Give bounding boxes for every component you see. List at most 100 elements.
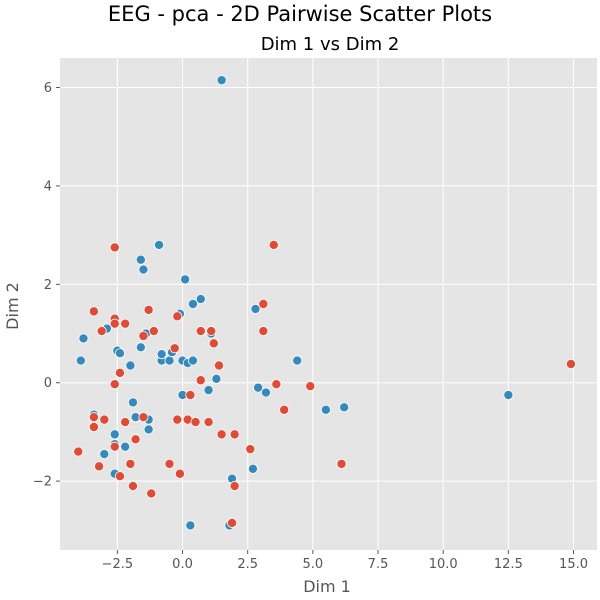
data-point bbox=[114, 471, 125, 482]
data-point bbox=[253, 382, 264, 393]
x-tick-label: 10.0 bbox=[429, 557, 458, 572]
data-point bbox=[120, 417, 131, 428]
data-point bbox=[258, 326, 269, 337]
x-tick-label: 12.5 bbox=[494, 557, 523, 572]
data-point bbox=[214, 360, 225, 371]
x-axis-label: Dim 1 bbox=[303, 577, 351, 596]
data-point bbox=[78, 333, 89, 344]
data-point bbox=[120, 318, 131, 329]
data-point bbox=[88, 306, 99, 317]
data-point bbox=[227, 517, 238, 528]
data-point bbox=[260, 387, 271, 398]
data-point bbox=[258, 298, 269, 309]
data-point bbox=[130, 434, 141, 445]
gridlines bbox=[60, 58, 597, 550]
y-tick-label: 2 bbox=[44, 278, 52, 293]
data-point bbox=[135, 254, 146, 265]
data-point bbox=[125, 458, 136, 469]
data-point bbox=[114, 348, 125, 359]
y-tick-label: 4 bbox=[44, 179, 52, 194]
data-point bbox=[195, 326, 206, 337]
data-point bbox=[245, 444, 256, 455]
data-point bbox=[143, 424, 154, 435]
data-point bbox=[164, 458, 175, 469]
data-point bbox=[73, 446, 84, 457]
data-point bbox=[135, 342, 146, 353]
data-point bbox=[109, 429, 120, 440]
data-point bbox=[109, 379, 120, 390]
x-tick-label: 15.0 bbox=[559, 557, 588, 572]
data-point bbox=[195, 294, 206, 305]
data-point bbox=[292, 355, 303, 366]
data-point bbox=[109, 318, 120, 329]
y-axis-ticks: −2 0 2 4 6 bbox=[33, 81, 60, 490]
data-point bbox=[187, 298, 198, 309]
data-point bbox=[88, 421, 99, 432]
x-axis-ticks: −2.5 0.0 2.5 5.0 7.5 10.0 12.5 15.0 bbox=[102, 550, 588, 572]
data-point bbox=[143, 304, 154, 315]
data-point bbox=[229, 481, 240, 492]
data-point bbox=[99, 414, 110, 425]
data-point bbox=[164, 355, 175, 366]
figure-title: EEG - pca - 2D Pairwise Scatter Plots bbox=[107, 2, 493, 26]
data-point bbox=[94, 461, 105, 472]
data-point bbox=[211, 373, 222, 384]
data-point bbox=[279, 404, 290, 415]
chart-title: Dim 1 vs Dim 2 bbox=[261, 34, 400, 55]
data-point bbox=[146, 488, 157, 499]
data-point bbox=[305, 381, 316, 392]
data-point bbox=[148, 326, 159, 337]
y-tick-label: 6 bbox=[44, 81, 52, 96]
data-point bbox=[172, 414, 183, 425]
x-tick-label: 2.5 bbox=[237, 557, 258, 572]
x-tick-label: 5.0 bbox=[303, 557, 324, 572]
data-point bbox=[216, 429, 227, 440]
data-point bbox=[114, 367, 125, 378]
data-point bbox=[172, 311, 183, 322]
data-point bbox=[271, 379, 282, 390]
data-point bbox=[180, 274, 191, 285]
data-point bbox=[127, 481, 138, 492]
data-point bbox=[96, 326, 107, 337]
x-tick-label: −2.5 bbox=[102, 557, 134, 572]
data-point bbox=[99, 449, 110, 460]
data-point bbox=[190, 417, 201, 428]
data-point bbox=[75, 355, 86, 366]
data-point bbox=[268, 239, 279, 250]
data-point bbox=[138, 412, 149, 423]
data-point bbox=[206, 326, 217, 337]
data-point bbox=[250, 303, 261, 314]
data-point bbox=[565, 359, 576, 370]
plot-background bbox=[60, 58, 597, 550]
data-point bbox=[185, 520, 196, 531]
data-point bbox=[195, 375, 206, 386]
data-point bbox=[127, 397, 138, 408]
data-point bbox=[138, 264, 149, 275]
y-tick-label: 0 bbox=[44, 376, 52, 391]
data-point bbox=[216, 75, 227, 86]
data-point bbox=[203, 417, 214, 428]
data-point bbox=[185, 390, 196, 401]
data-point bbox=[109, 441, 120, 452]
data-point bbox=[320, 404, 331, 415]
data-point bbox=[503, 390, 514, 401]
data-point bbox=[203, 385, 214, 396]
x-tick-label: 7.5 bbox=[368, 557, 389, 572]
data-point bbox=[169, 343, 180, 354]
data-point bbox=[156, 349, 167, 360]
x-tick-label: 0.0 bbox=[172, 557, 193, 572]
data-point bbox=[229, 429, 240, 440]
data-point bbox=[208, 338, 219, 349]
data-point bbox=[339, 402, 350, 413]
data-point bbox=[174, 468, 185, 479]
data-point bbox=[336, 458, 347, 469]
data-point bbox=[109, 242, 120, 253]
y-axis-label: Dim 2 bbox=[3, 282, 22, 330]
data-point bbox=[138, 330, 149, 341]
data-point bbox=[154, 239, 165, 250]
data-point bbox=[187, 355, 198, 366]
y-tick-label: −2 bbox=[33, 475, 52, 490]
data-point bbox=[125, 360, 136, 371]
data-point bbox=[120, 441, 131, 452]
